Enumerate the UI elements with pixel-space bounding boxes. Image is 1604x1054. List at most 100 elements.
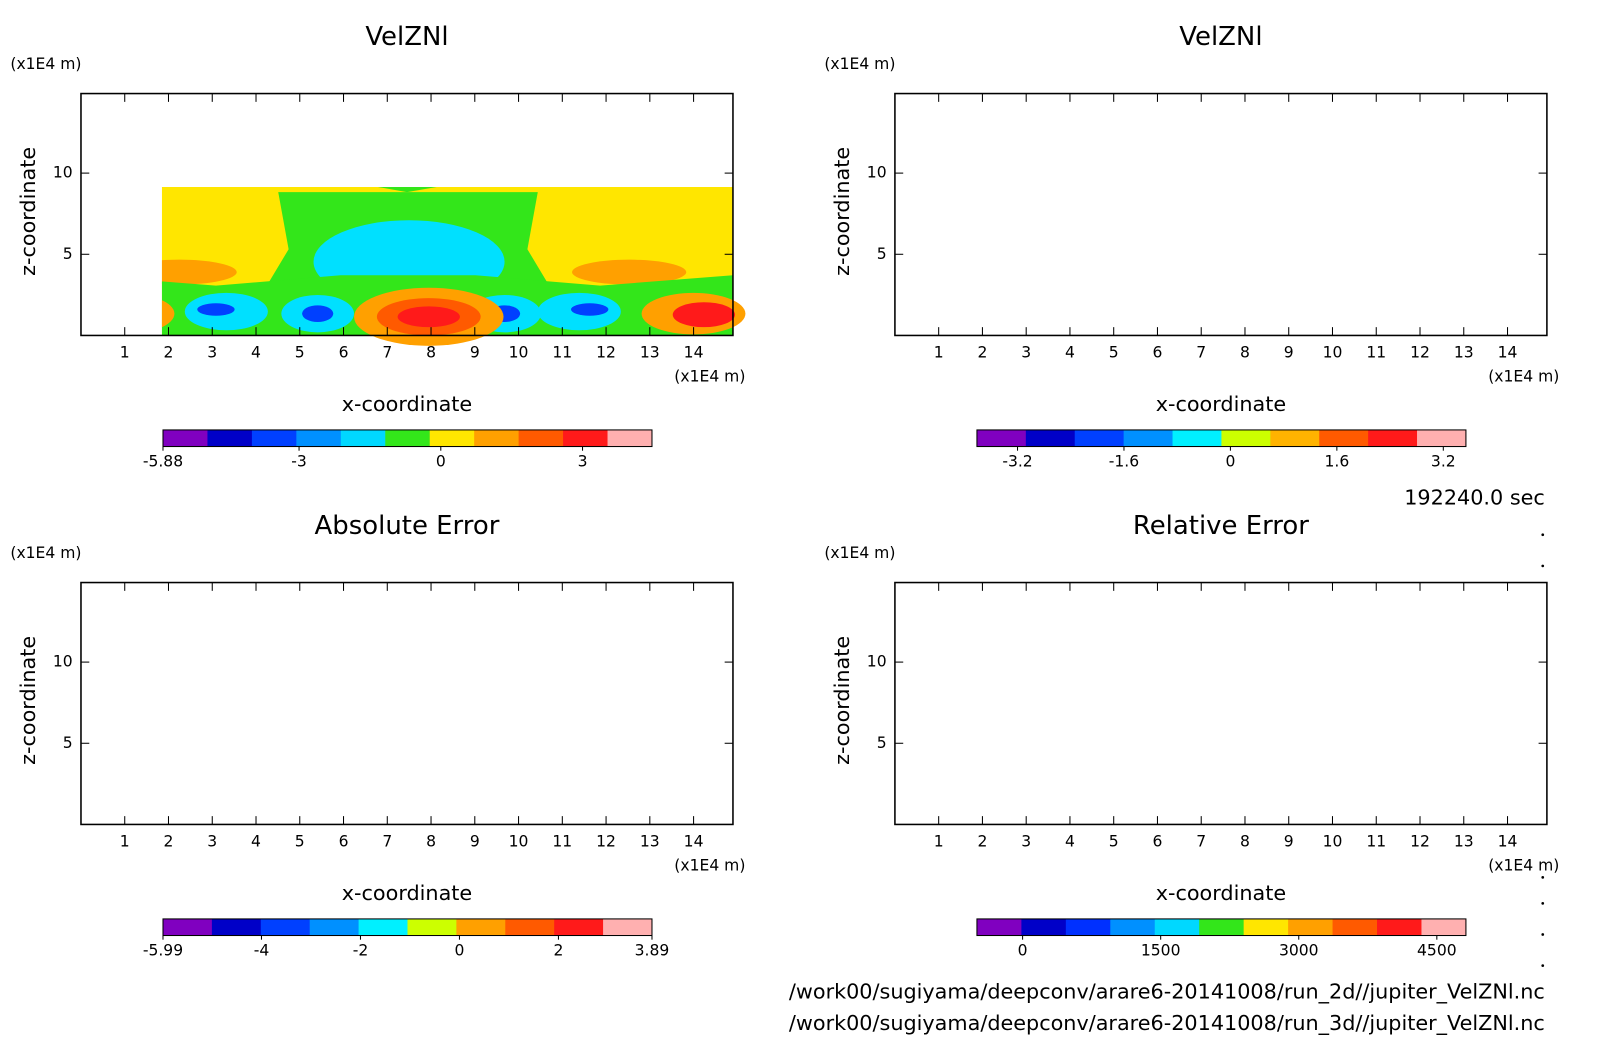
- x-axis-label: x-coordinate: [1156, 392, 1286, 416]
- x-tick-label: 9: [1284, 344, 1294, 362]
- x-tick-label: 4: [1065, 833, 1075, 851]
- y-tick-label: 5: [63, 245, 73, 263]
- x-axis-label: x-coordinate: [342, 881, 472, 905]
- contour-region: [377, 186, 437, 193]
- contour-cell: [1111, 133, 1128, 143]
- colorbar-segment: [1025, 429, 1076, 447]
- contour-region: [1118, 306, 1180, 327]
- contour-region: [1148, 262, 1293, 283]
- y-unit: (x1E4 m): [824, 544, 895, 562]
- y-axis-label: z-coordinate: [16, 636, 40, 765]
- contour-region: [968, 145, 1477, 275]
- colorbar-tick-label: 0: [436, 453, 446, 471]
- contour-region: [387, 712, 433, 733]
- x-tick-label: 8: [1240, 344, 1250, 362]
- contour-cell: [405, 624, 422, 634]
- x-tick-label: 3: [207, 833, 217, 851]
- y-tick-label: 10: [53, 164, 73, 182]
- colorbar-segment: [456, 918, 506, 936]
- colorbar-tick-label: 0: [1018, 942, 1028, 960]
- contour-region: [1263, 306, 1325, 327]
- contour-cell: [1294, 133, 1311, 143]
- chart-title: Absolute Error: [315, 511, 500, 541]
- contour-cell: [1157, 133, 1174, 143]
- contour-region: [672, 302, 736, 328]
- colorbar-segment: [607, 429, 653, 447]
- colorbar-tick-label: -5.88: [143, 453, 183, 471]
- contour-field: [869, 81, 1573, 351]
- plot-frame: [80, 581, 734, 826]
- contour-region: [81, 130, 733, 145]
- chart-title: VelZNl: [1179, 22, 1262, 52]
- colorbar-frame: [162, 918, 653, 937]
- contour-cell: [222, 624, 239, 634]
- x-tick-label: 1: [934, 833, 944, 851]
- x-tick-label: 5: [1109, 833, 1119, 851]
- contour-region: [895, 94, 1547, 336]
- contour-region: [571, 303, 609, 316]
- x-tick-label: 4: [251, 833, 261, 851]
- contour-cell: [434, 133, 451, 143]
- y-axis-label: z-coordinate: [830, 636, 854, 765]
- colorbar-segment: [1221, 429, 1271, 447]
- contour-cell: [1065, 133, 1082, 143]
- x-tick-label: 5: [295, 344, 305, 362]
- contour-cell: [314, 624, 331, 634]
- y-unit: (x1E4 m): [10, 55, 81, 73]
- contour-region: [895, 686, 1061, 824]
- contour-region: [994, 291, 1108, 337]
- x-tick-label: 12: [1410, 833, 1430, 851]
- colorbar-segment: [162, 429, 208, 447]
- colorbar-tick-label: 3000: [1279, 942, 1319, 960]
- contour-region: [973, 263, 1098, 288]
- contour-region: [895, 293, 1547, 336]
- contour-cell: [268, 624, 285, 634]
- contour-region: [686, 733, 738, 743]
- contour-region: [895, 120, 1547, 130]
- contour-region: [60, 790, 143, 821]
- contour-cell: [1339, 133, 1356, 143]
- contour-cell: [199, 624, 216, 634]
- contour-region: [1469, 213, 1573, 275]
- colorbar-segment: [407, 918, 457, 936]
- x-tick-label: 1: [120, 344, 130, 362]
- x-tick-label: 12: [596, 833, 616, 851]
- x-tick-label: 6: [1153, 344, 1163, 362]
- contour-region: [1363, 684, 1371, 688]
- contour-region: [81, 614, 733, 622]
- contour-cell: [1179, 133, 1196, 143]
- contour-field: [81, 130, 746, 346]
- contour-field: [895, 583, 1547, 825]
- x-tick-label: 11: [1366, 833, 1386, 851]
- colorbar-tick-label: 1500: [1141, 942, 1181, 960]
- colorbar-tick-label: 0: [455, 942, 465, 960]
- colorbar-tick-label: 3: [578, 453, 588, 471]
- x-tick-label: 7: [1196, 833, 1206, 851]
- contour-region: [1352, 697, 1547, 825]
- contour-cell: [1202, 133, 1219, 143]
- x-tick-label: 1: [934, 344, 944, 362]
- y-unit: (x1E4 m): [10, 544, 81, 562]
- colorbar-segment: [1243, 918, 1289, 936]
- colorbar-tick-label: 4500: [1417, 942, 1457, 960]
- colorbar-tick-label: 2: [553, 942, 563, 960]
- contour-region: [161, 259, 237, 285]
- contour-region: [572, 259, 687, 285]
- x-tick-label: 7: [382, 833, 392, 851]
- contour-cell: [274, 133, 291, 143]
- x-tick-label: 14: [1498, 833, 1518, 851]
- contour-region: [1355, 301, 1428, 326]
- colorbar-segment: [1270, 429, 1320, 447]
- contour-region: [81, 583, 733, 825]
- contour-region: [1219, 314, 1250, 326]
- x-unit: (x1E4 m): [1488, 856, 1559, 874]
- x-tick-label: 4: [1065, 344, 1075, 362]
- contour-field: [60, 567, 754, 829]
- contour-cell: [428, 624, 445, 634]
- colorbar-segment: [474, 429, 520, 447]
- contour-cell: [336, 624, 353, 634]
- x-tick-label: 11: [1366, 344, 1386, 362]
- contour-cell: [359, 624, 376, 634]
- x-tick-label: 2: [977, 833, 987, 851]
- colorbar-segment: [309, 918, 360, 936]
